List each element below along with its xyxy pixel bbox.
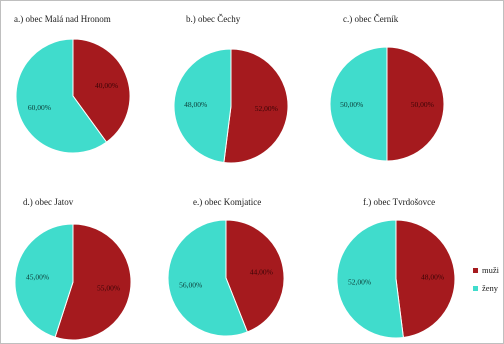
chart-title: b.) obec Čechy [186,14,241,24]
slice-data-label: 52,00% [255,104,278,113]
pie-slice-zeny [15,38,108,154]
chart-title: c.) obec Černík [343,14,399,24]
pie-slice-zeny [173,48,232,164]
slice-data-label: 50,00% [411,100,434,109]
slice-data-label: 50,00% [340,100,363,109]
pie-slice-zeny [336,219,404,339]
slice-data-label: 60,00% [28,103,51,112]
slice-data-label: 55,00% [97,284,120,293]
slice-data-label: 45,00% [26,272,49,281]
pie-slice-zeny [329,46,388,162]
legend: muži ženy [473,265,500,293]
pie-chart-3: c.) obec Černík 50,00% 50,00% [329,14,445,162]
chart-title: a.) obec Malá nad Hronom [14,14,111,24]
slice-data-label: 48,00% [421,273,444,282]
chart-title: d.) obec Jatov [23,197,74,207]
legend-swatch-zeny [473,286,478,291]
pie-chart-5: e.) obec Komjatice 44,00% 56,00% [167,197,285,337]
pie-slice-muzi [72,38,131,143]
pie-slice-muzi [223,48,289,164]
legend-label-muzi: muži [482,265,500,275]
slice-data-label: 56,00% [179,281,202,290]
pie-slice-muzi [225,219,285,333]
pie-chart-4: d.) obec Jatov 55,00% 45,00% [14,197,132,341]
slice-data-label: 48,00% [184,100,207,109]
pie-slice-muzi [386,46,445,162]
pie-slice-muzi [54,223,132,341]
pie-chart-6: f.) obec Tvrdošovce 48,00% 52,00% [336,197,456,339]
slice-data-label: 40,00% [95,81,118,90]
pie-slice-muzi [395,219,456,339]
slice-data-label: 44,00% [250,267,273,276]
legend-label-zeny: ženy [482,283,499,293]
pie-chart-2: b.) obec Čechy 52,00% 48,00% [173,14,289,164]
pie-chart-1: a.) obec Malá nad Hronom 40,00% 60,00% [14,14,131,154]
slice-data-label: 52,00% [348,277,371,286]
legend-swatch-muzi [473,268,478,273]
chart-title: f.) obec Tvrdošovce [363,197,435,207]
pie-slice-zeny [14,223,74,338]
chart-title: e.) obec Komjatice [193,197,261,207]
pie-slice-zeny [167,219,248,337]
